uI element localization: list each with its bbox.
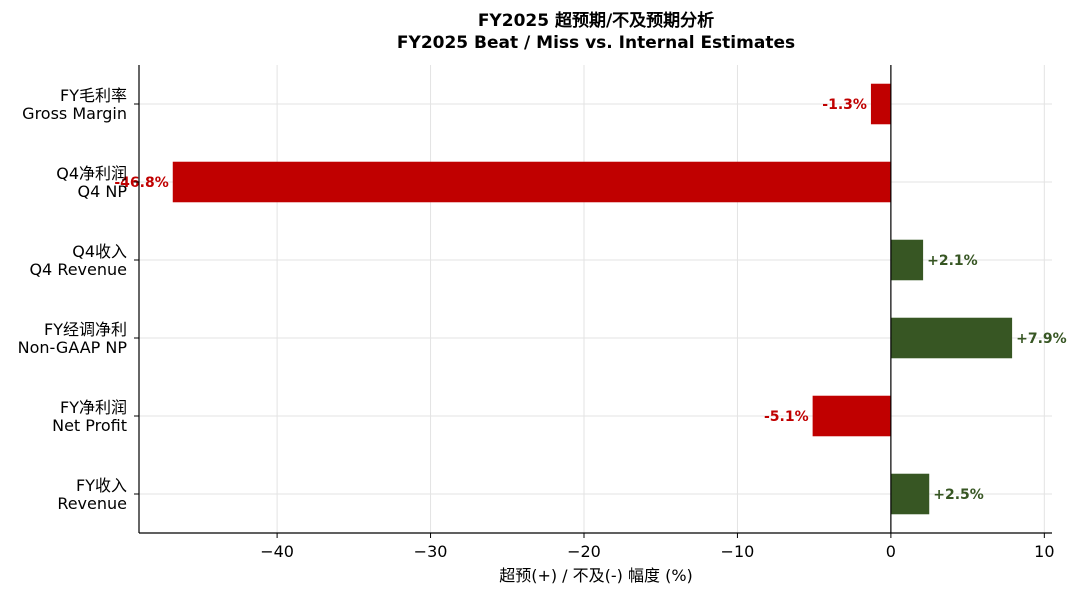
y-tick-label-en: Revenue xyxy=(57,494,127,513)
x-tick-label: 0 xyxy=(886,542,896,561)
bar xyxy=(890,317,1013,359)
y-tick-label-en: Non-GAAP NP xyxy=(18,338,128,357)
data-label: +2.5% xyxy=(933,487,984,503)
chart-subtitle: FY2025 Beat / Miss vs. Internal Estimate… xyxy=(397,33,795,53)
chart-title: FY2025 超预期/不及预期分析 xyxy=(478,10,714,31)
data-label: +7.9% xyxy=(1016,331,1067,347)
x-tick-labels: −40 −30 −20 −10 0 10 xyxy=(260,533,1055,561)
bar xyxy=(870,83,891,125)
bar xyxy=(890,473,930,515)
x-tick-label: −10 xyxy=(721,542,755,561)
y-tick-label-cn: FY经调净利 xyxy=(44,320,127,339)
bar xyxy=(172,161,891,203)
y-tick-label-cn: FY净利润 xyxy=(60,398,127,417)
data-labels-layer: -1.3% -46.8% +2.1% +7.9% -5.1% +2.5% xyxy=(114,97,1066,503)
bar xyxy=(890,239,924,281)
y-tick-label-cn: Q4收入 xyxy=(72,242,127,261)
x-axis-label: 超预(+) / 不及(-) 幅度 (%) xyxy=(499,566,693,585)
y-tick-label-cn: FY收入 xyxy=(76,476,127,495)
data-label: +2.1% xyxy=(927,253,978,269)
axes-layer xyxy=(138,65,1052,534)
x-tick-label: −40 xyxy=(260,542,294,561)
data-label: -5.1% xyxy=(764,409,809,425)
y-tick-label-cn: FY毛利率 xyxy=(60,86,127,105)
data-label: -46.8% xyxy=(114,175,168,191)
data-label: -1.3% xyxy=(822,97,867,113)
y-tick-label-en: Q4 Revenue xyxy=(29,260,127,279)
y-tick-label-en: Gross Margin xyxy=(22,104,127,123)
bars-layer xyxy=(172,83,1013,515)
grid-layer xyxy=(139,65,1052,533)
y-tick-label-en: Net Profit xyxy=(52,416,127,435)
x-tick-label: −30 xyxy=(414,542,448,561)
y-tick-label-cn: Q4净利润 xyxy=(56,164,127,183)
x-tick-label: 10 xyxy=(1034,542,1054,561)
bar xyxy=(812,395,891,437)
x-tick-label: −20 xyxy=(567,542,601,561)
y-tick-label-en: Q4 NP xyxy=(78,182,128,201)
